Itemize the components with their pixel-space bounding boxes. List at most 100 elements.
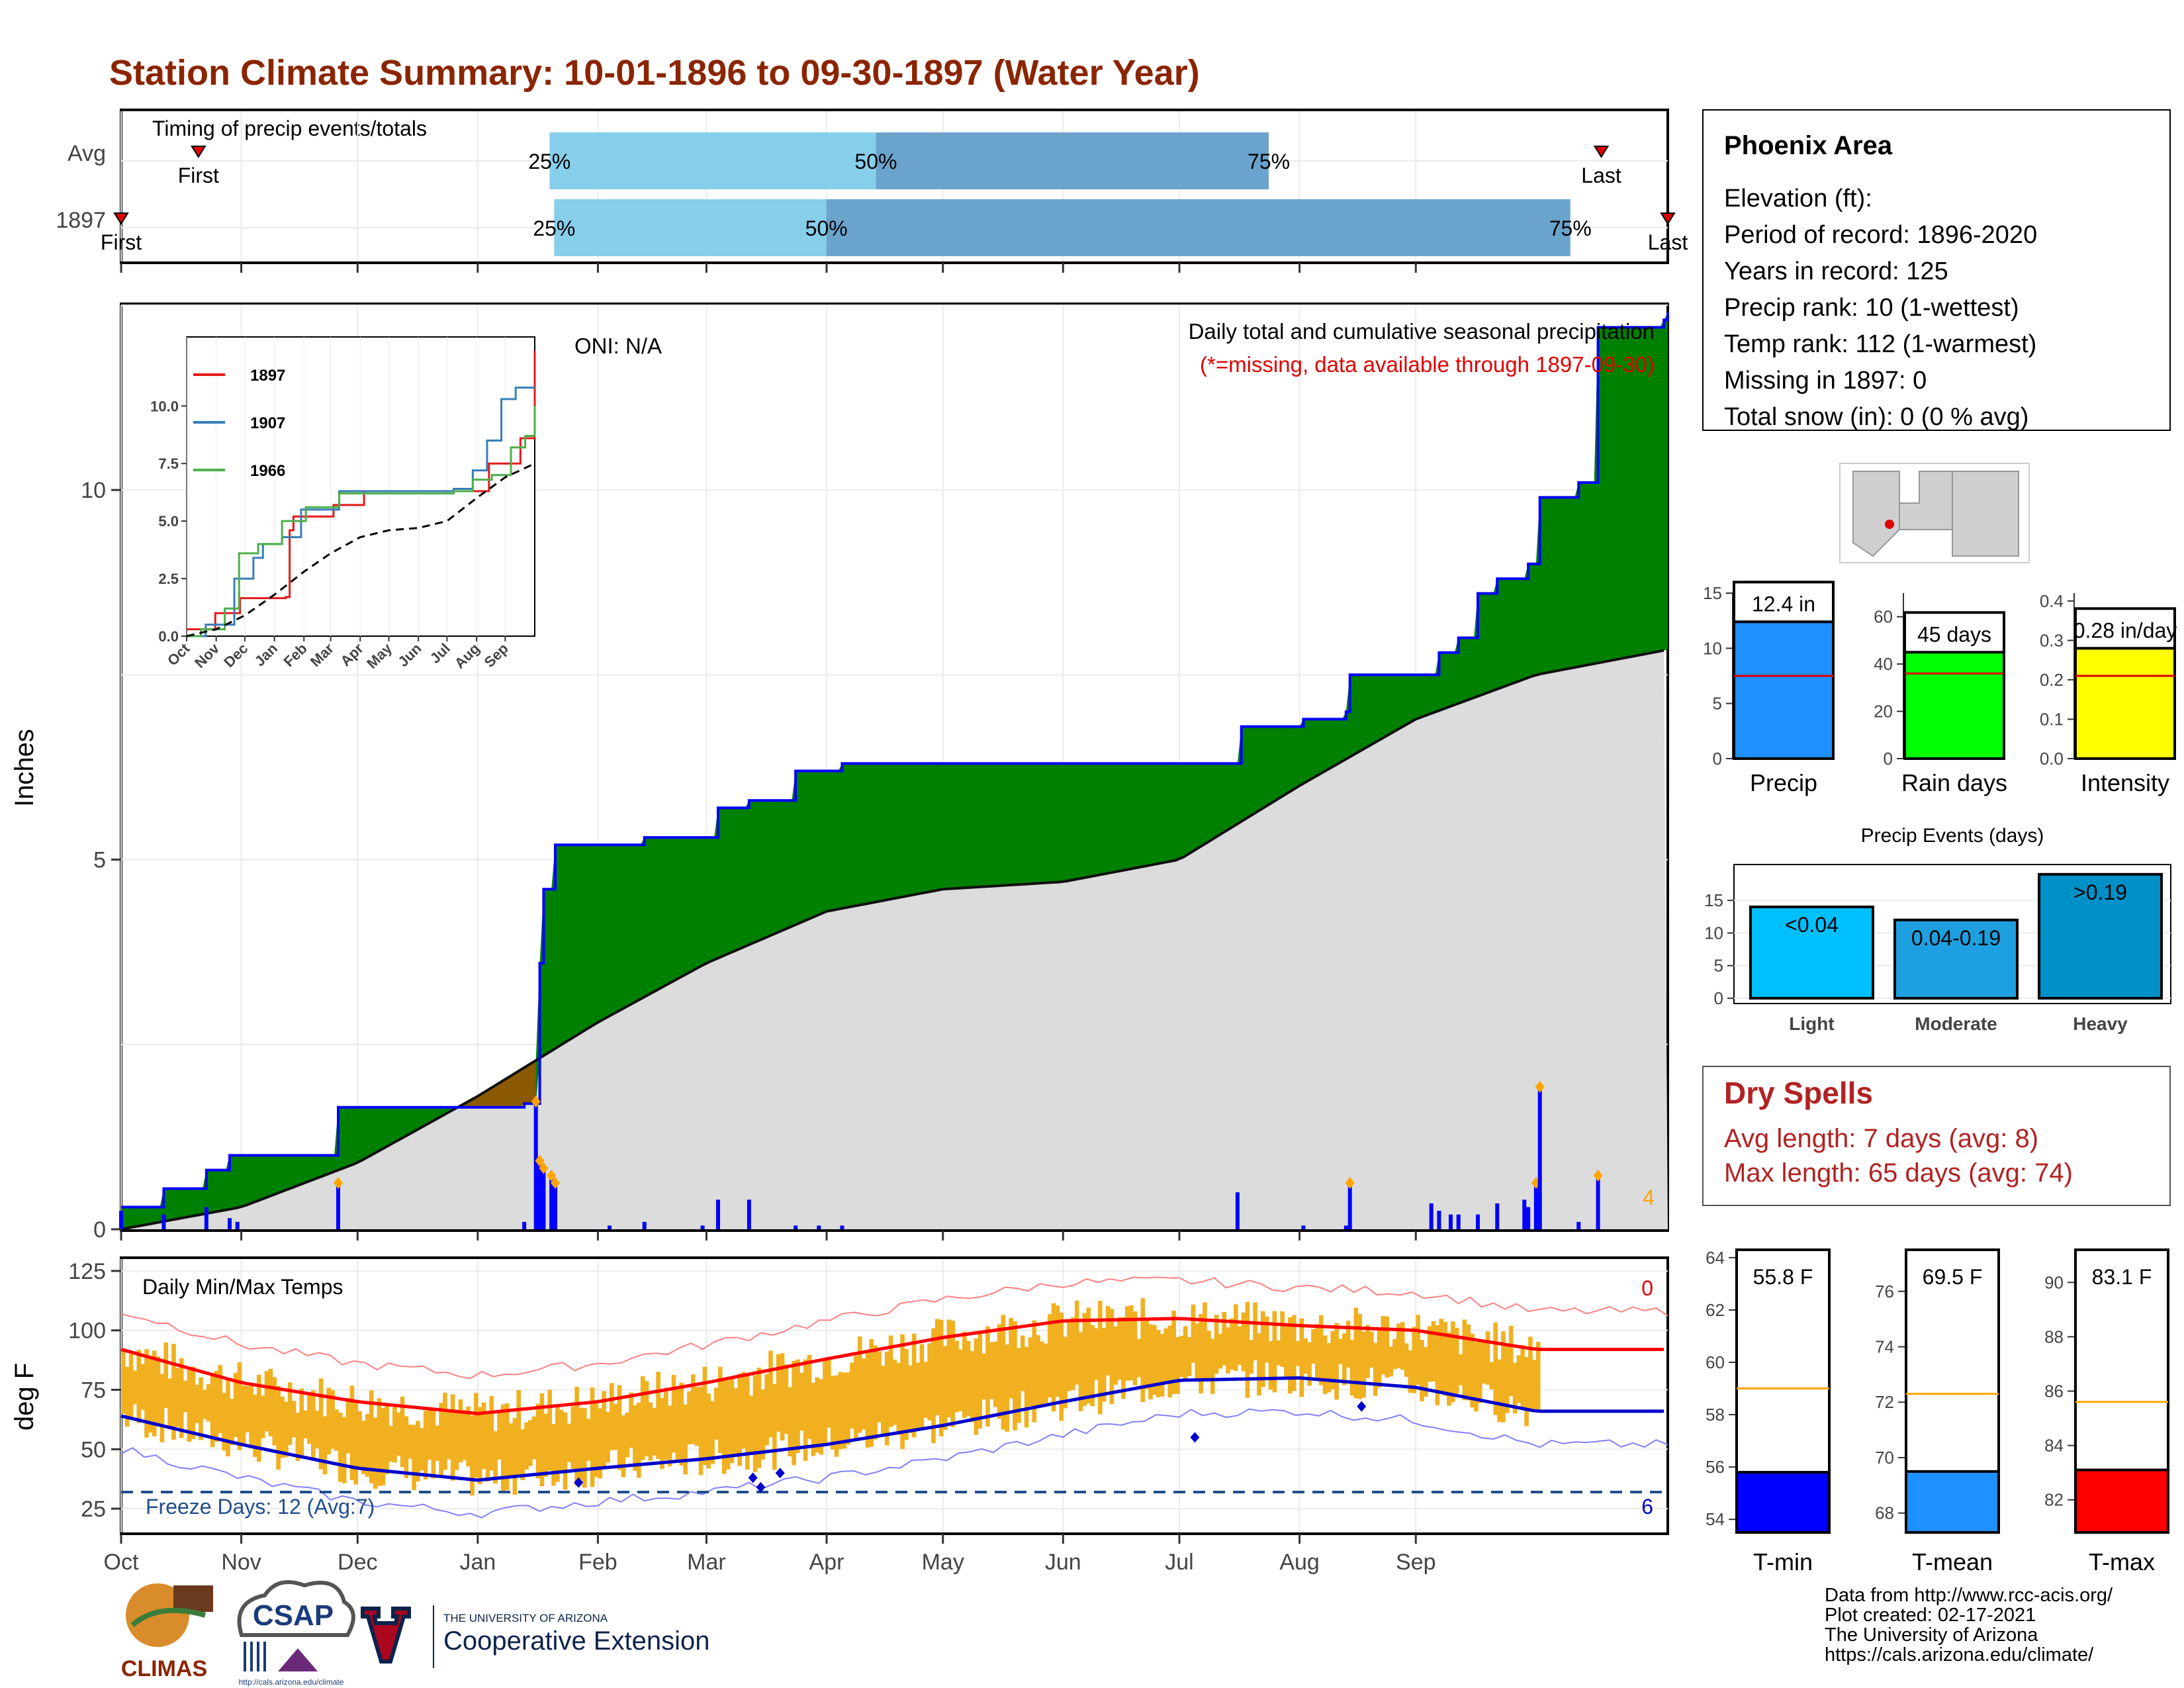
daily-temp-bar bbox=[911, 1333, 917, 1438]
daily-temp-bar bbox=[613, 1403, 618, 1450]
daily-temp-bar bbox=[586, 1419, 591, 1461]
daily-temp-bar bbox=[610, 1383, 614, 1450]
daily-temp-bar bbox=[1036, 1335, 1040, 1409]
daily-temp-bar bbox=[1261, 1311, 1265, 1387]
daily-temp-bar bbox=[353, 1401, 359, 1485]
daily-temp-bar bbox=[873, 1345, 878, 1440]
temp-bar-ytick-label: 90 bbox=[2044, 1272, 2064, 1292]
daily-temp-bar bbox=[1353, 1307, 1359, 1399]
timing-p50-label: 50% bbox=[854, 150, 897, 173]
daily-temp-bar bbox=[338, 1413, 343, 1482]
daily-temp-bar bbox=[931, 1328, 936, 1444]
daily-temp-bar bbox=[625, 1412, 630, 1458]
daily-temp-bar bbox=[508, 1423, 514, 1476]
daily-temp-bar bbox=[1326, 1342, 1332, 1393]
daily-temp-bar bbox=[606, 1411, 610, 1463]
daily-temp-bar bbox=[1152, 1325, 1157, 1395]
precip-ytick-label: 0 bbox=[93, 1217, 106, 1243]
daily-temp-bar bbox=[640, 1376, 645, 1460]
mini-bar-value-label: 0.28 in/day bbox=[2073, 618, 2177, 642]
daily-precip-bar bbox=[642, 1221, 647, 1229]
daily-temp-bar bbox=[633, 1405, 637, 1471]
daily-temp-bar bbox=[357, 1411, 362, 1469]
events-category-label: Heavy bbox=[2073, 1013, 2128, 1034]
daily-temp-bar bbox=[1237, 1326, 1242, 1365]
daily-temp-bar bbox=[531, 1416, 537, 1460]
heavy-event-marker bbox=[539, 1162, 549, 1174]
daily-temp-bar bbox=[970, 1351, 975, 1423]
daily-temp-bar bbox=[326, 1387, 332, 1455]
inset-ytick-label: 10.0 bbox=[150, 398, 179, 414]
daily-temp-bar bbox=[140, 1364, 145, 1410]
temp-bar-name: T-min bbox=[1753, 1548, 1813, 1575]
temp-bar-ytick-label: 54 bbox=[1706, 1509, 1725, 1529]
daily-temp-bar bbox=[1086, 1307, 1091, 1404]
daily-temp-bar bbox=[474, 1393, 478, 1478]
mini-bar-ytick-label: 5 bbox=[1713, 694, 1722, 714]
daily-temp-bar bbox=[1280, 1311, 1285, 1367]
daily-temp-bar bbox=[276, 1385, 281, 1470]
climas-wordmark: CLIMAS bbox=[121, 1656, 207, 1681]
daily-temp-bar bbox=[993, 1341, 998, 1407]
temp-ytick-label: 125 bbox=[68, 1259, 106, 1284]
mini-bar-name: Intensity bbox=[2081, 769, 2169, 796]
daily-temp-bar bbox=[1101, 1328, 1107, 1402]
footer-line: Plot created: 02-17-2021 bbox=[1825, 1605, 2036, 1626]
mini-bar-value bbox=[2074, 647, 2176, 760]
daily-temp-bar bbox=[1408, 1350, 1413, 1393]
temperature-summary-bars: 54 56 58 60 62 64 55.8 F T-min 68 70 72 74 76 69.5 F T… bbox=[1706, 1248, 2169, 1575]
daily-temp-bar bbox=[210, 1375, 215, 1448]
daily-temp-bar bbox=[1489, 1362, 1494, 1389]
daily-precip-bar bbox=[608, 1225, 612, 1229]
daily-temp-bar bbox=[1125, 1306, 1130, 1381]
daily-temp-bar bbox=[602, 1391, 606, 1468]
daily-temp-bar bbox=[1485, 1331, 1490, 1385]
daily-temp-bar bbox=[590, 1387, 595, 1487]
daily-temp-bar bbox=[559, 1409, 564, 1472]
daily-temp-bar bbox=[365, 1414, 370, 1477]
daily-temp-bar bbox=[788, 1387, 793, 1457]
csap-rain-shape bbox=[244, 1642, 266, 1671]
daily-temp-bar bbox=[175, 1368, 180, 1427]
daily-temp-bar bbox=[385, 1405, 389, 1474]
daily-temp-bar bbox=[1071, 1317, 1075, 1390]
temp-ytick-label: 50 bbox=[81, 1437, 106, 1462]
daily-temp-bar bbox=[857, 1336, 862, 1433]
mini-bar-value bbox=[1733, 620, 1835, 760]
mini-bar-ytick-label: 40 bbox=[1874, 654, 1893, 674]
daily-temp-bar bbox=[1338, 1338, 1343, 1364]
csap-url: http://cals.arizona.edu/climate bbox=[239, 1677, 344, 1687]
daily-precip-bar bbox=[1476, 1214, 1480, 1229]
missing-note: (*=missing, data available through 1897-… bbox=[1200, 352, 1655, 377]
daily-temp-bar bbox=[1171, 1310, 1176, 1394]
daily-temp-bar bbox=[420, 1428, 424, 1471]
daily-temp-bar bbox=[237, 1362, 242, 1450]
daily-temp-bar bbox=[555, 1406, 560, 1482]
daily-temp-bar bbox=[694, 1387, 700, 1446]
cumulative-below-average-area bbox=[458, 1060, 536, 1107]
university-logo: THE UNIVERSITY OF ARIZONA Cooperative Ex… bbox=[361, 1605, 709, 1668]
daily-temp-bar bbox=[330, 1390, 335, 1449]
daily-temp-bar bbox=[1241, 1312, 1246, 1372]
daily-temp-bar bbox=[1396, 1323, 1401, 1368]
daily-temp-bar bbox=[1357, 1314, 1363, 1399]
record-low-marker bbox=[748, 1472, 758, 1483]
daily-precip-bar bbox=[700, 1225, 705, 1229]
month-label: Apr bbox=[809, 1550, 844, 1575]
daily-temp-bar bbox=[257, 1374, 261, 1462]
daily-temp-bar bbox=[888, 1335, 893, 1427]
daily-temp-bar bbox=[260, 1395, 265, 1438]
daily-temp-bar bbox=[1361, 1331, 1366, 1398]
daily-temp-bar bbox=[815, 1377, 820, 1453]
daily-precip-bar bbox=[794, 1225, 798, 1229]
mini-bar-name: Rain days bbox=[1901, 769, 2007, 796]
daily-temp-bar bbox=[1009, 1317, 1013, 1399]
temp-bar-name: T-max bbox=[2089, 1548, 2155, 1575]
daily-temp-bar bbox=[997, 1324, 1002, 1419]
events-bar bbox=[2038, 872, 2163, 1000]
daily-temp-bar bbox=[904, 1348, 909, 1440]
daily-temp-bar bbox=[124, 1366, 130, 1427]
daily-precip-bar bbox=[235, 1221, 240, 1229]
month-label: Sep bbox=[1396, 1550, 1436, 1575]
